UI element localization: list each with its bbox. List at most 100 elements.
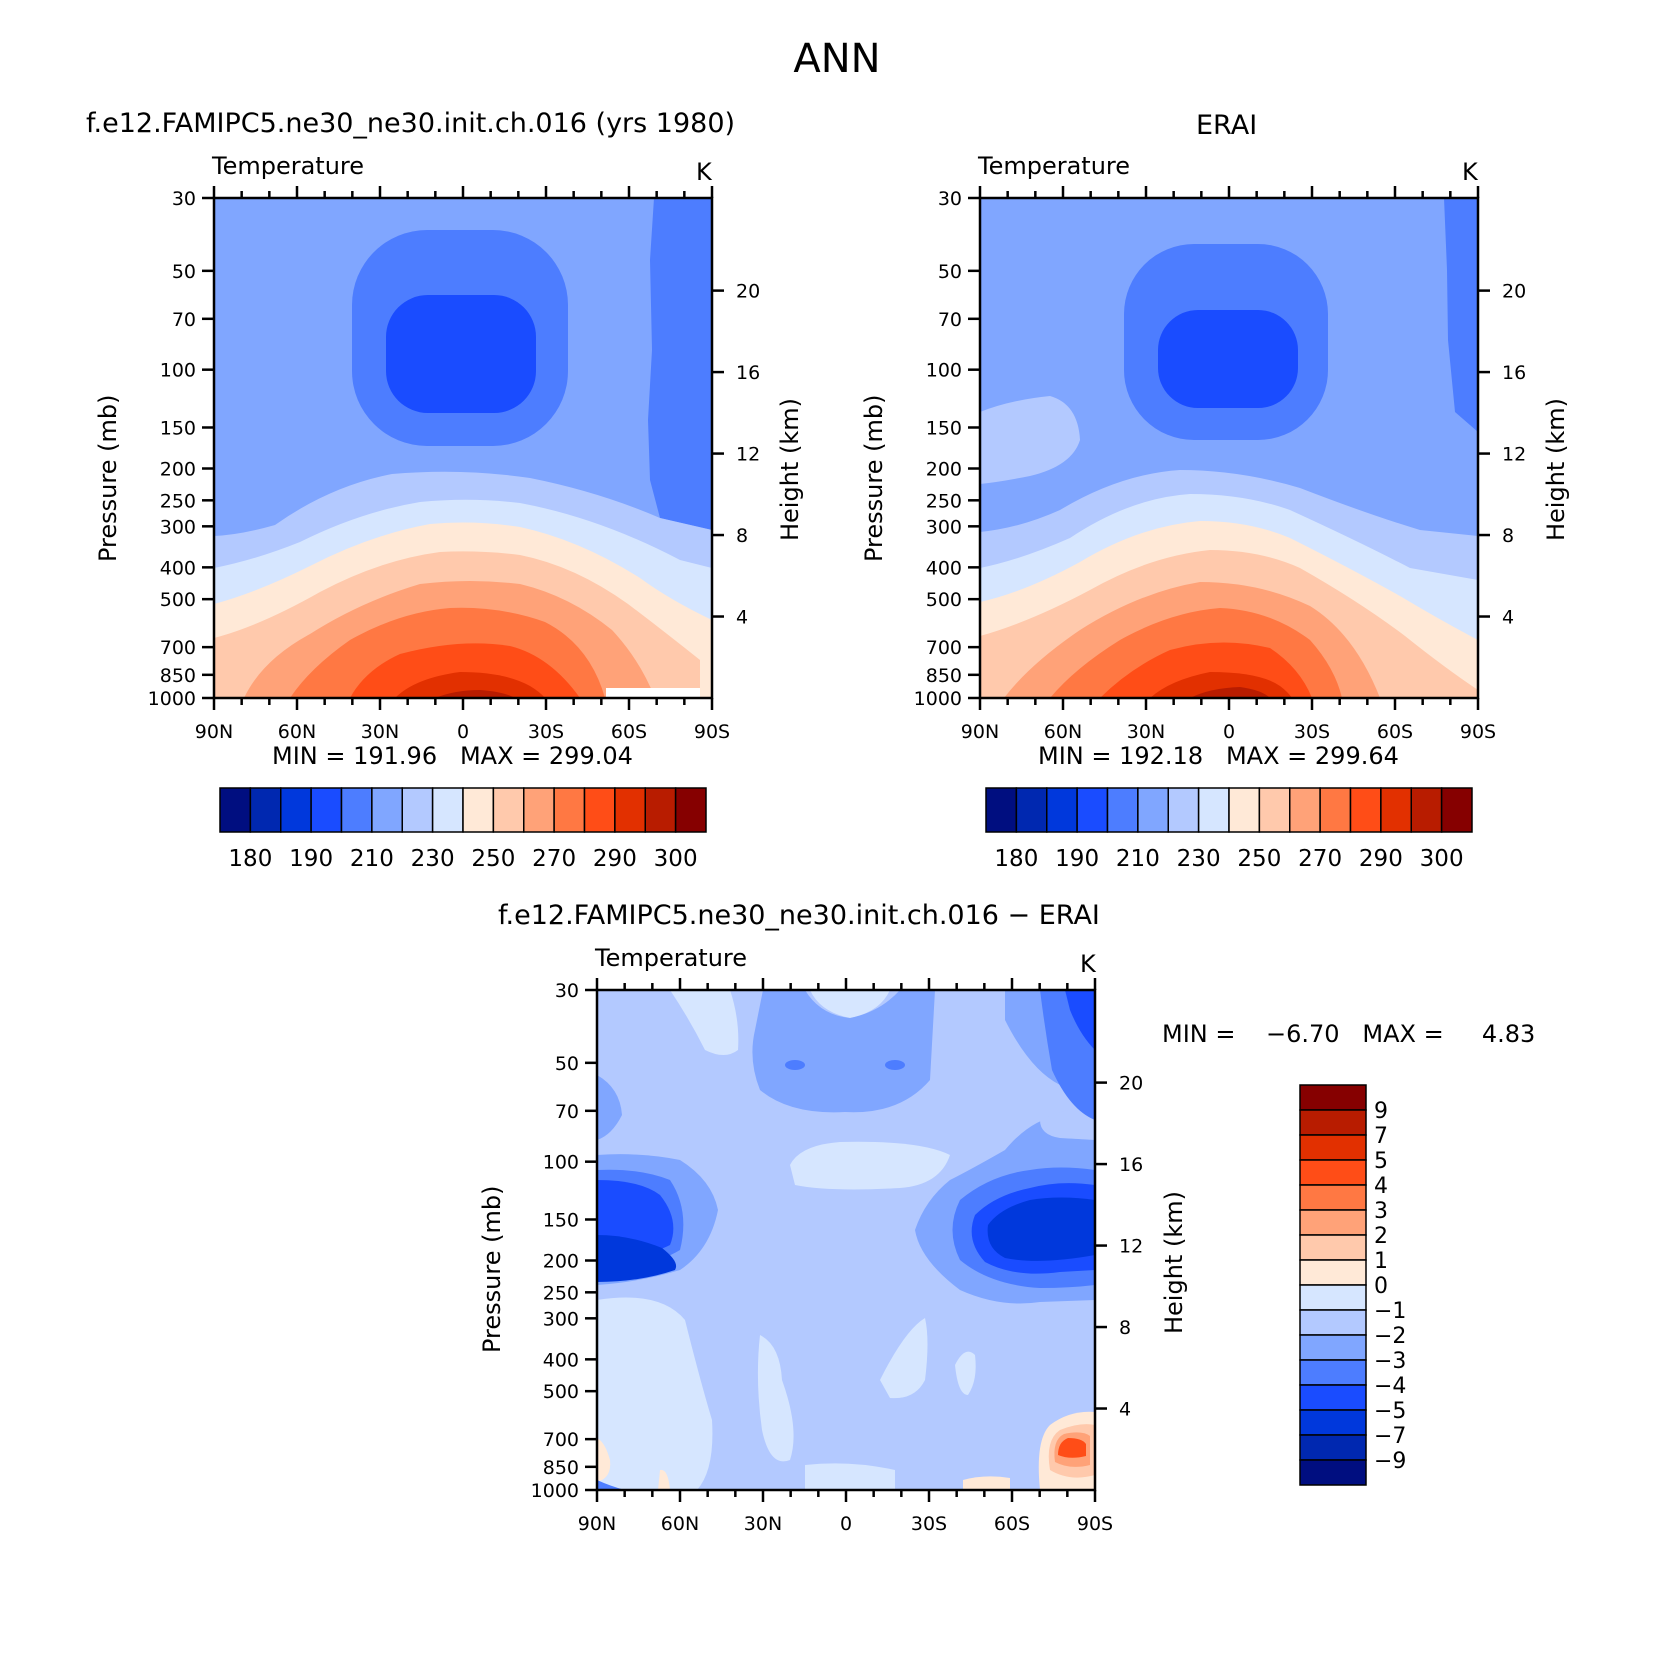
- contour-fill: [670, 990, 739, 1055]
- y-tick-label: 30: [172, 188, 196, 210]
- colorbar-label: 180: [994, 846, 1038, 872]
- colorbar-label: 270: [1298, 846, 1342, 872]
- missing-data-mask: [606, 688, 700, 698]
- y-tick-label: 50: [555, 1053, 579, 1075]
- contour-fill: [1444, 198, 1478, 432]
- x-tick-label: 0: [1223, 721, 1235, 743]
- colorbar-box: [1299, 1459, 1367, 1486]
- y-tick-label: 150: [543, 1209, 579, 1231]
- x-tick-label: 30S: [1294, 721, 1330, 743]
- y2-tick-label: 8: [1119, 1317, 1131, 1339]
- colorbar-label: 290: [593, 846, 637, 872]
- colorbar-label: 0: [1374, 1274, 1388, 1299]
- colorbar-box: [492, 787, 525, 833]
- colorbar-box: [1319, 787, 1352, 833]
- contour-fill: [435, 690, 515, 698]
- y-tick-label: 1000: [531, 1480, 579, 1502]
- colorbar-label: 290: [1359, 846, 1403, 872]
- contour-fill: [980, 396, 1080, 484]
- colorbar-label: 3: [1374, 1199, 1388, 1224]
- colorbar-box: [1380, 787, 1412, 833]
- colorbar-box: [674, 787, 707, 833]
- y-tick-label: 70: [172, 309, 196, 331]
- colorbar-box: [1299, 1284, 1367, 1311]
- contour-fill: [1040, 1105, 1095, 1140]
- y2-tick-label: 8: [1502, 525, 1514, 547]
- colorbar-box: [583, 787, 616, 833]
- colorbar-box: [1410, 787, 1443, 833]
- colorbar-label: 7: [1374, 1124, 1388, 1149]
- y2-tick-label: 16: [1502, 362, 1526, 384]
- x-tick-label: 30S: [528, 721, 564, 743]
- contour-fill: [1058, 1438, 1086, 1458]
- y-tick-label: 250: [160, 490, 196, 512]
- y-tick-label: 500: [926, 589, 962, 611]
- colorbar-box: [644, 787, 677, 833]
- y-tick-label: 100: [543, 1152, 579, 1174]
- colorbar-box: [401, 787, 434, 833]
- colorbar-box: [1137, 787, 1169, 833]
- colorbar-box: [1299, 1084, 1367, 1111]
- colorbar-box: [985, 787, 1018, 833]
- panel-diff-title: f.e12.FAMIPC5.ne30_ne30.init.ch.016 − ER…: [498, 900, 1100, 931]
- colorbar-label: −3: [1374, 1349, 1406, 1374]
- colorbar-box: [1299, 1309, 1367, 1336]
- y-tick-label: 30: [555, 980, 579, 1002]
- colorbar-box: [1197, 787, 1230, 833]
- panel-diff-stats: MIN = −6.70 MAX = 4.83: [1162, 1020, 1536, 1048]
- x-tick-label: 90N: [578, 1513, 616, 1535]
- y2-tick-label: 4: [1502, 607, 1514, 629]
- panel-model-title: f.e12.FAMIPC5.ne30_ne30.init.ch.016 (yrs…: [86, 108, 736, 139]
- colorbar-label: 230: [1177, 846, 1221, 872]
- colorbar-box: [1299, 1259, 1367, 1286]
- colorbar-box: [1299, 1234, 1367, 1261]
- colorbar-label: −2: [1374, 1324, 1406, 1349]
- y-tick-label: 50: [172, 261, 196, 283]
- y-tick-label: 30: [938, 188, 962, 210]
- y-tick-label: 500: [160, 589, 196, 611]
- contour-fill: [597, 1297, 713, 1490]
- y2-tick-label: 4: [1119, 1399, 1131, 1421]
- contour-fill: [785, 1060, 805, 1070]
- x-tick-label: 60N: [1044, 721, 1082, 743]
- y-tick-label: 300: [926, 516, 962, 538]
- y-tick-label: 100: [160, 360, 196, 382]
- y-tick-label: 400: [543, 1349, 579, 1371]
- colorbar-box: [1299, 1209, 1367, 1236]
- contour-fill: [1190, 687, 1270, 698]
- colorbar-label: 210: [350, 846, 394, 872]
- y2-tick-label: 20: [1502, 281, 1526, 303]
- colorbar-label: −5: [1374, 1399, 1406, 1424]
- y2-tick-label: 12: [736, 444, 760, 466]
- y-tick-label: 1000: [914, 688, 962, 710]
- colorbar-box: [1299, 1434, 1367, 1461]
- colorbar-label: 230: [411, 846, 455, 872]
- colorbar-box: [1299, 1359, 1367, 1386]
- colorbar-box: [1299, 1184, 1367, 1211]
- colorbar-box: [1299, 1384, 1367, 1411]
- colorbar-label: 190: [1055, 846, 1099, 872]
- y-tick-label: 300: [543, 1308, 579, 1330]
- contour-fill: [386, 295, 536, 413]
- x-tick-label: 90S: [694, 721, 730, 743]
- y-tick-label: 200: [160, 459, 196, 481]
- colorbar-box: [1046, 787, 1078, 833]
- colorbar-box: [553, 787, 586, 833]
- panel-model-stats: MIN = 191.96 MAX = 299.04: [272, 742, 633, 770]
- y-tick-label: 700: [926, 637, 962, 659]
- contour-fill: [648, 198, 712, 530]
- colorbar-box: [1299, 1134, 1367, 1161]
- y2-tick-label: 12: [1119, 1236, 1143, 1258]
- panel-obs-units: K: [1462, 158, 1478, 186]
- panel-model-variable: Temperature: [212, 152, 365, 180]
- contour-fill: [597, 1480, 625, 1490]
- y-tick-label: 100: [926, 360, 962, 382]
- y2-tick-label: 20: [736, 281, 760, 303]
- y-tick-label: 150: [160, 417, 196, 439]
- colorbar-label: 190: [289, 846, 333, 872]
- colorbar-box: [249, 787, 282, 833]
- colorbar-box: [1076, 787, 1109, 833]
